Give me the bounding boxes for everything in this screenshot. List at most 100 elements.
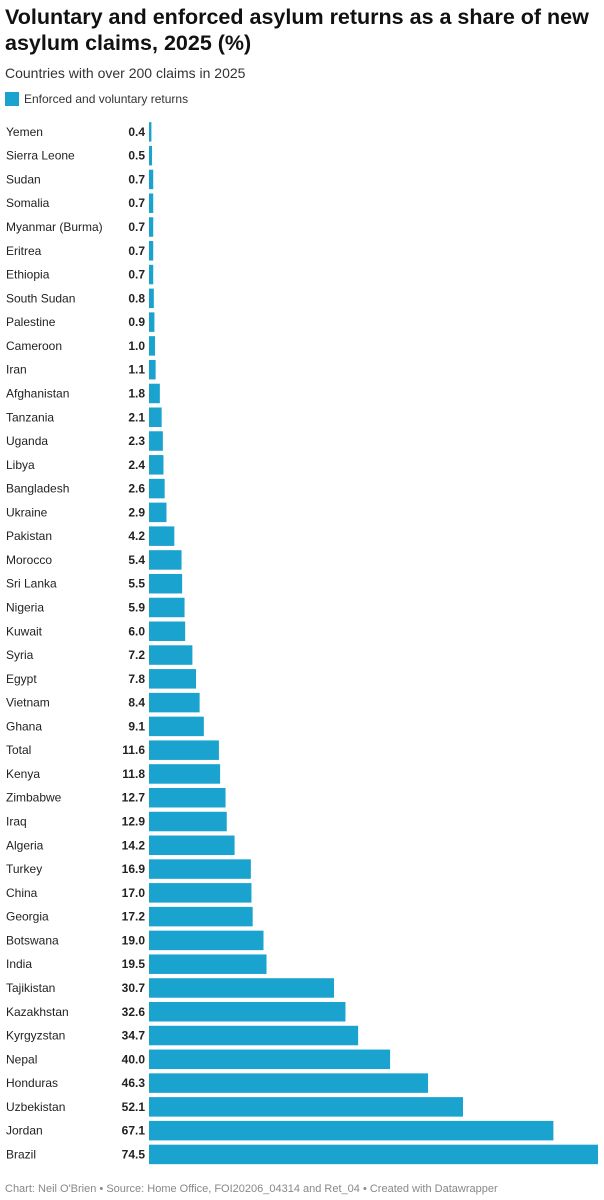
category-label: Tajikistan xyxy=(6,981,55,995)
value-label: 12.9 xyxy=(122,815,146,829)
bar xyxy=(149,835,235,856)
bar xyxy=(149,740,219,760)
category-label: Sri Lanka xyxy=(6,577,57,591)
value-label: 9.1 xyxy=(128,719,145,733)
category-label: Ethiopia xyxy=(6,268,50,282)
bar xyxy=(149,1097,463,1117)
bar xyxy=(149,954,267,974)
bar xyxy=(149,597,185,618)
value-label: 19.0 xyxy=(122,933,146,947)
category-label: Ghana xyxy=(6,719,42,733)
value-label: 5.9 xyxy=(128,600,145,614)
value-label: 0.8 xyxy=(128,291,145,305)
bar xyxy=(149,359,156,380)
bar xyxy=(149,407,162,427)
category-label: Iraq xyxy=(6,815,27,829)
bar xyxy=(149,383,160,404)
category-label: Honduras xyxy=(6,1076,58,1090)
category-label: Sudan xyxy=(6,172,41,186)
legend: Enforced and voluntary returns xyxy=(5,92,188,106)
bar xyxy=(149,241,154,261)
category-label: Ukraine xyxy=(6,505,48,519)
category-label: Uganda xyxy=(6,434,48,448)
value-label: 19.5 xyxy=(122,957,146,971)
value-label: 6.0 xyxy=(128,624,145,638)
chart-subtitle: Countries with over 200 claims in 2025 xyxy=(5,65,246,81)
category-label: Zimbabwe xyxy=(6,791,62,805)
value-label: 1.0 xyxy=(128,339,145,353)
bar xyxy=(149,217,154,237)
category-label: Brazil xyxy=(6,1147,36,1161)
value-label: 0.7 xyxy=(128,172,145,186)
category-label: Total xyxy=(6,743,31,757)
category-label: Eritrea xyxy=(6,244,42,258)
bar xyxy=(149,621,186,642)
value-label: 74.5 xyxy=(122,1147,146,1161)
value-label: 0.9 xyxy=(128,315,145,329)
category-label: South Sudan xyxy=(6,291,75,305)
value-label: 46.3 xyxy=(122,1076,146,1090)
value-label: 2.6 xyxy=(128,482,145,496)
source-note: Chart: Neil O'Brien • Source: Home Offic… xyxy=(5,1183,498,1195)
bar xyxy=(149,1025,359,1046)
value-label: 2.1 xyxy=(128,410,145,424)
bar xyxy=(149,288,154,309)
category-label: Cameroon xyxy=(6,339,62,353)
bar xyxy=(149,145,153,166)
bar xyxy=(149,1002,346,1022)
category-label: Libya xyxy=(6,458,35,472)
category-label: Vietnam xyxy=(6,696,50,710)
value-label: 17.0 xyxy=(122,886,146,900)
bar xyxy=(149,1073,429,1093)
legend-swatch xyxy=(5,92,19,106)
category-label: Morocco xyxy=(6,553,52,567)
value-label: 2.9 xyxy=(128,505,145,519)
bar xyxy=(149,930,264,951)
category-label: Kuwait xyxy=(6,624,43,638)
value-label: 5.5 xyxy=(128,577,145,591)
value-label: 2.4 xyxy=(128,458,145,472)
value-label: 12.7 xyxy=(122,791,146,805)
category-label: Kyrgyzstan xyxy=(6,1029,65,1043)
category-label: Myanmar (Burma) xyxy=(6,220,103,234)
bar xyxy=(149,906,253,927)
bar xyxy=(149,1144,598,1165)
bar xyxy=(149,669,197,689)
category-label: Tanzania xyxy=(6,410,54,424)
bar xyxy=(149,526,175,546)
bar xyxy=(149,455,164,475)
category-label: China xyxy=(6,886,38,900)
bar xyxy=(149,978,335,998)
value-label: 34.7 xyxy=(122,1029,146,1043)
value-label: 0.5 xyxy=(128,149,145,163)
value-label: 16.9 xyxy=(122,862,146,876)
category-label: Bangladesh xyxy=(6,482,69,496)
bar xyxy=(149,787,226,808)
value-label: 0.7 xyxy=(128,196,145,210)
value-label: 11.6 xyxy=(122,743,145,757)
value-label: 11.8 xyxy=(122,767,145,781)
bar xyxy=(149,1120,554,1141)
category-label: Georgia xyxy=(6,910,49,924)
bar xyxy=(149,883,252,903)
category-label: Iran xyxy=(6,363,27,377)
value-label: 2.3 xyxy=(128,434,145,448)
value-label: 4.2 xyxy=(128,529,145,543)
category-label: Nepal xyxy=(6,1052,37,1066)
value-label: 8.4 xyxy=(128,696,145,710)
category-label: Palestine xyxy=(6,315,56,329)
category-label: Turkey xyxy=(6,862,42,876)
bar xyxy=(149,312,155,332)
category-label: Somalia xyxy=(6,196,50,210)
legend-label: Enforced and voluntary returns xyxy=(24,92,189,106)
value-label: 0.4 xyxy=(128,125,145,139)
category-label: Egypt xyxy=(6,672,37,686)
bar xyxy=(149,169,154,190)
bar xyxy=(149,811,227,832)
value-label: 5.4 xyxy=(128,553,145,567)
value-label: 7.8 xyxy=(128,672,145,686)
value-label: 1.8 xyxy=(128,386,145,400)
value-label: 1.1 xyxy=(128,363,145,377)
bar xyxy=(149,264,154,285)
